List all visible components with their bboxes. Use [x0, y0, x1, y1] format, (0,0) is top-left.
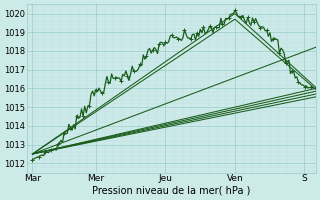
X-axis label: Pression niveau de la mer( hPa ): Pression niveau de la mer( hPa ) [92, 186, 251, 196]
